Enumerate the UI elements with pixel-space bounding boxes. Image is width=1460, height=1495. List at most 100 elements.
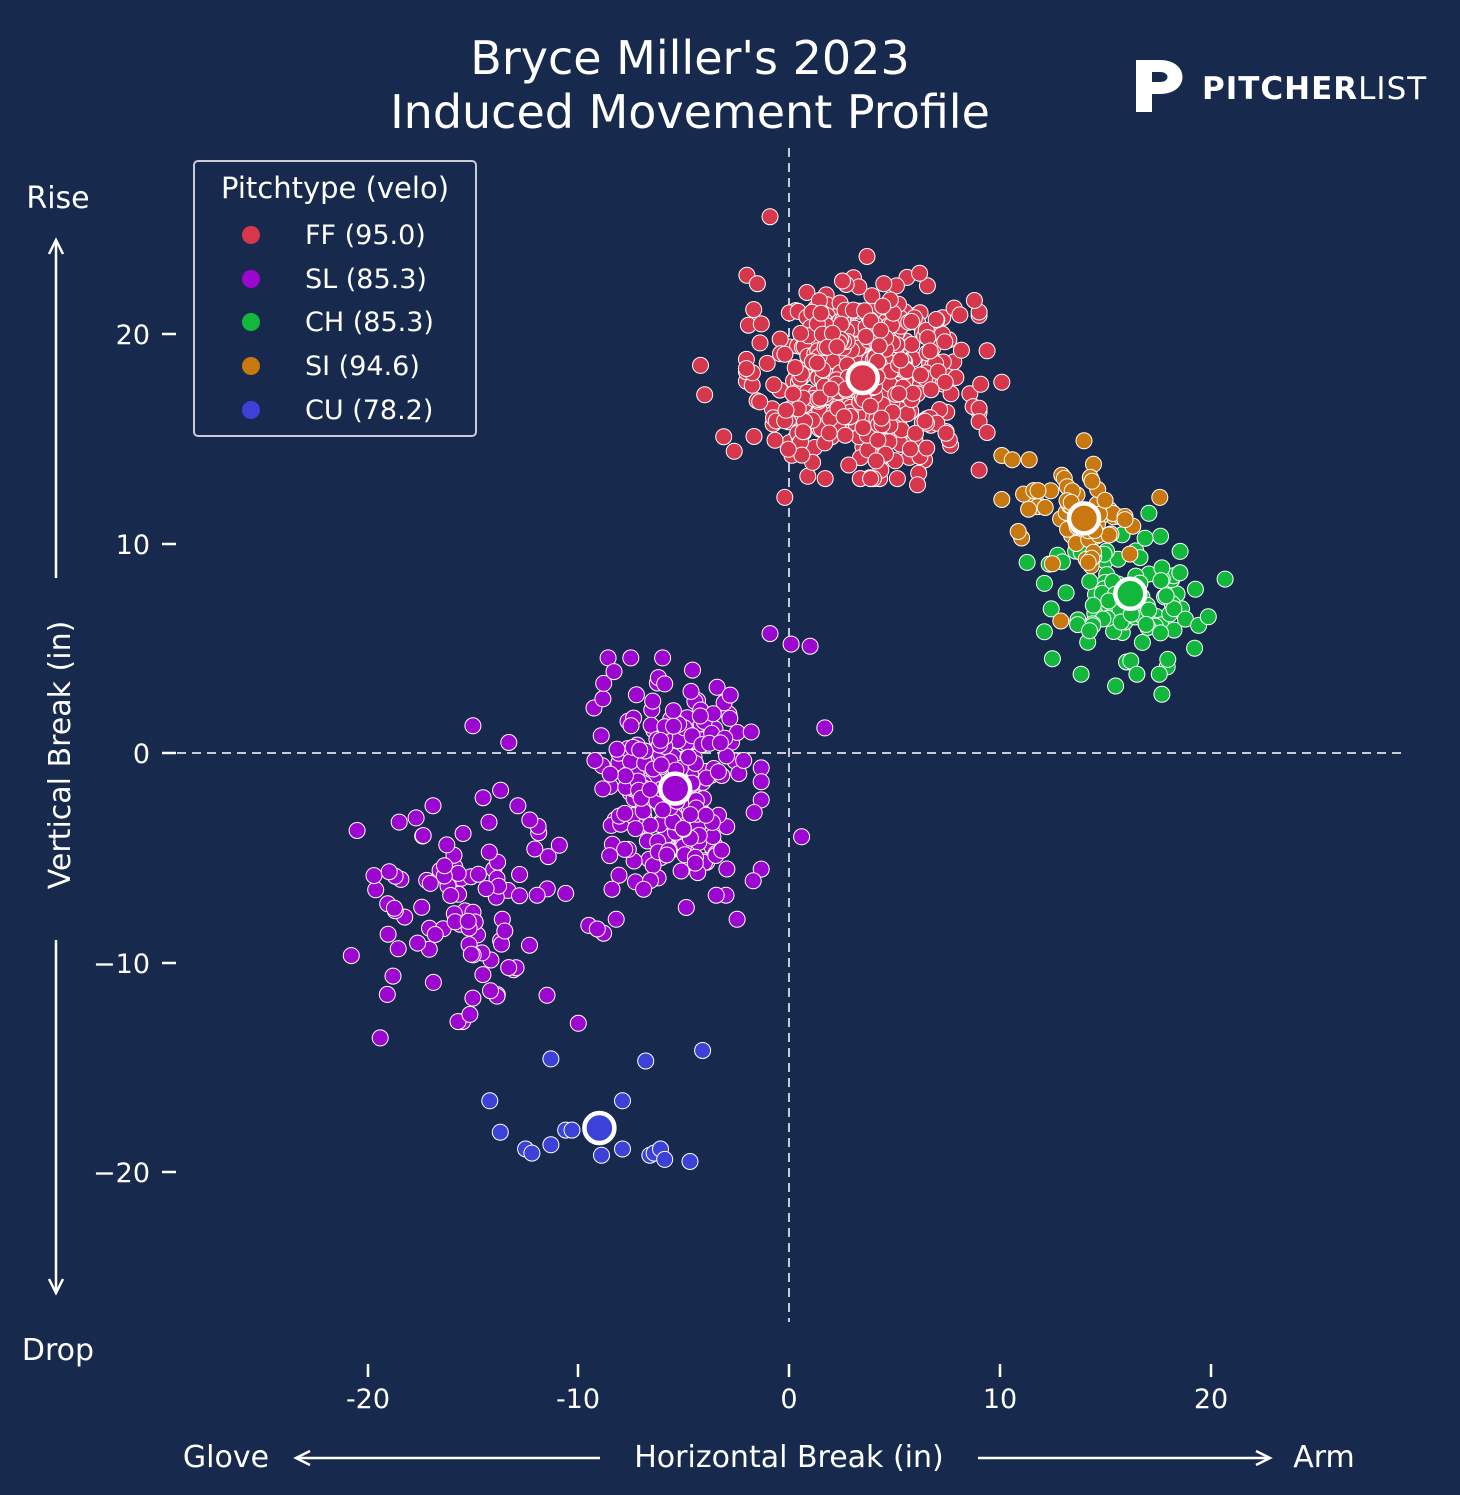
pitch-point-sl <box>461 1005 479 1023</box>
y-axis: 20 10 0 −10 −20 <box>93 320 176 1189</box>
pitch-point-ch <box>1186 580 1204 598</box>
pitch-point-sl <box>526 840 544 858</box>
pitch-point-ff <box>872 321 890 339</box>
direction-label-glove: Glove <box>183 1440 269 1475</box>
pitch-mean-si <box>1066 501 1102 536</box>
y-tick-label: 20 <box>116 320 150 351</box>
pitch-point-ff <box>937 424 955 442</box>
pitch-point-sl <box>674 820 692 837</box>
pitch-point-sl <box>438 836 456 854</box>
pitch-point-ff <box>715 428 733 446</box>
pitch-point-sl <box>654 649 672 667</box>
pitch-point-sl <box>342 947 360 965</box>
pitch-point-sl <box>635 880 653 898</box>
pitch-point-ff <box>874 297 892 315</box>
pitch-point-sl <box>616 840 634 858</box>
pitch-point-sl <box>464 989 482 1007</box>
y-tick-label: −10 <box>93 949 150 980</box>
pitch-point-sl <box>793 828 811 846</box>
pitch-point-ff <box>745 428 763 445</box>
pitch-point-sl <box>654 801 672 819</box>
pitch-point-ff <box>828 338 846 356</box>
pitch-point-sl <box>594 780 612 798</box>
pitch-point-sl <box>745 804 763 821</box>
direction-label-drop: Drop <box>22 1333 94 1368</box>
x-axis-label: Horizontal Break (in) <box>634 1440 943 1475</box>
pitch-point-sl <box>622 717 640 735</box>
pitch-point-ff <box>952 341 970 359</box>
legend-marker-sl <box>242 270 260 288</box>
pitch-point-sl <box>617 767 634 785</box>
pitch-point-sl <box>718 860 736 878</box>
pitch-point-ff <box>765 376 783 394</box>
pitch-point-sl <box>816 719 834 737</box>
pitch-point-sl <box>477 880 495 898</box>
pitch-point-sl <box>407 809 425 827</box>
pitch-point-ch <box>1081 622 1098 640</box>
y-tick-label: 0 <box>133 739 150 770</box>
pitch-point-sl <box>652 756 670 774</box>
pitch-point-ch <box>1152 572 1170 590</box>
pitch-point-si <box>1020 451 1038 469</box>
pitch-point-ff <box>836 426 854 444</box>
pitch-point-cu <box>542 1050 560 1068</box>
pitch-point-ff <box>936 373 954 391</box>
pitch-point-sl <box>622 649 640 667</box>
x-axis: -20 -10 0 10 20 <box>346 1364 1228 1415</box>
pitch-point-ff <box>863 287 881 305</box>
pitch-point-sl <box>631 741 649 759</box>
pitch-point-ch <box>1057 584 1075 602</box>
pitch-mean-sl <box>657 771 693 806</box>
legend-marker-cu <box>242 401 260 419</box>
pitch-point-ff <box>901 440 919 458</box>
pitch-point-ff <box>911 264 929 282</box>
pitch-point-sl <box>664 702 682 720</box>
pitch-point-ff <box>840 456 858 474</box>
pitch-point-cu <box>681 1153 699 1170</box>
pitch-point-ch <box>1152 527 1169 545</box>
pitch-point-ch <box>1159 650 1177 668</box>
pitch-point-ff <box>903 312 920 330</box>
pitch-point-sl <box>616 804 634 822</box>
legend-label-si: SI (94.6) <box>305 351 420 382</box>
pitch-point-ff <box>861 397 879 415</box>
pitch-point-ff <box>811 389 829 407</box>
pitch-point-ff <box>857 328 875 345</box>
legend-marker-si <box>242 357 260 375</box>
legend-box <box>193 160 477 437</box>
pitch-point-sl <box>378 985 396 1003</box>
legend: Pitchtype (velo) FF (95.0) SL (85.3) CH … <box>193 160 477 437</box>
pitch-point-ff <box>776 488 794 506</box>
pitch-mean-markers <box>582 360 1148 1146</box>
pitch-point-sl <box>586 752 604 769</box>
pitch-point-ff <box>904 384 922 402</box>
pitch-point-sl <box>742 723 760 741</box>
pitch-point-ff <box>745 301 763 319</box>
pitch-point-si <box>1043 555 1061 573</box>
pitch-point-sl <box>424 797 442 815</box>
pitch-point-cu <box>614 1092 631 1110</box>
pitch-point-ff <box>820 424 838 442</box>
pitch-point-ff <box>771 330 789 348</box>
pitch-point-sl <box>652 731 669 749</box>
chart-title: Bryce Miller's 2023 <box>470 31 909 85</box>
pitch-point-ch <box>1128 665 1146 683</box>
pitch-point-sl <box>721 709 739 727</box>
pitch-point-si <box>1100 526 1118 544</box>
pitch-point-sl <box>588 920 606 938</box>
pitch-point-sl <box>682 682 700 700</box>
pitch-point-ff <box>696 386 714 404</box>
pitch-point-si <box>1009 523 1027 540</box>
pitch-point-sl <box>665 717 682 735</box>
pitch-point-ff <box>972 375 990 393</box>
pitch-point-ch <box>1136 529 1154 547</box>
pitch-point-ff <box>951 306 969 324</box>
pitch-point-sl <box>735 752 753 769</box>
pitch-point-sl <box>708 678 726 696</box>
pitch-point-cu <box>614 1140 631 1158</box>
pitch-point-sl <box>677 899 695 916</box>
pitch-point-si <box>1116 511 1134 529</box>
pitch-point-ff <box>786 359 804 377</box>
pitch-point-sl <box>684 661 701 679</box>
pitch-point-cu <box>694 1042 712 1059</box>
